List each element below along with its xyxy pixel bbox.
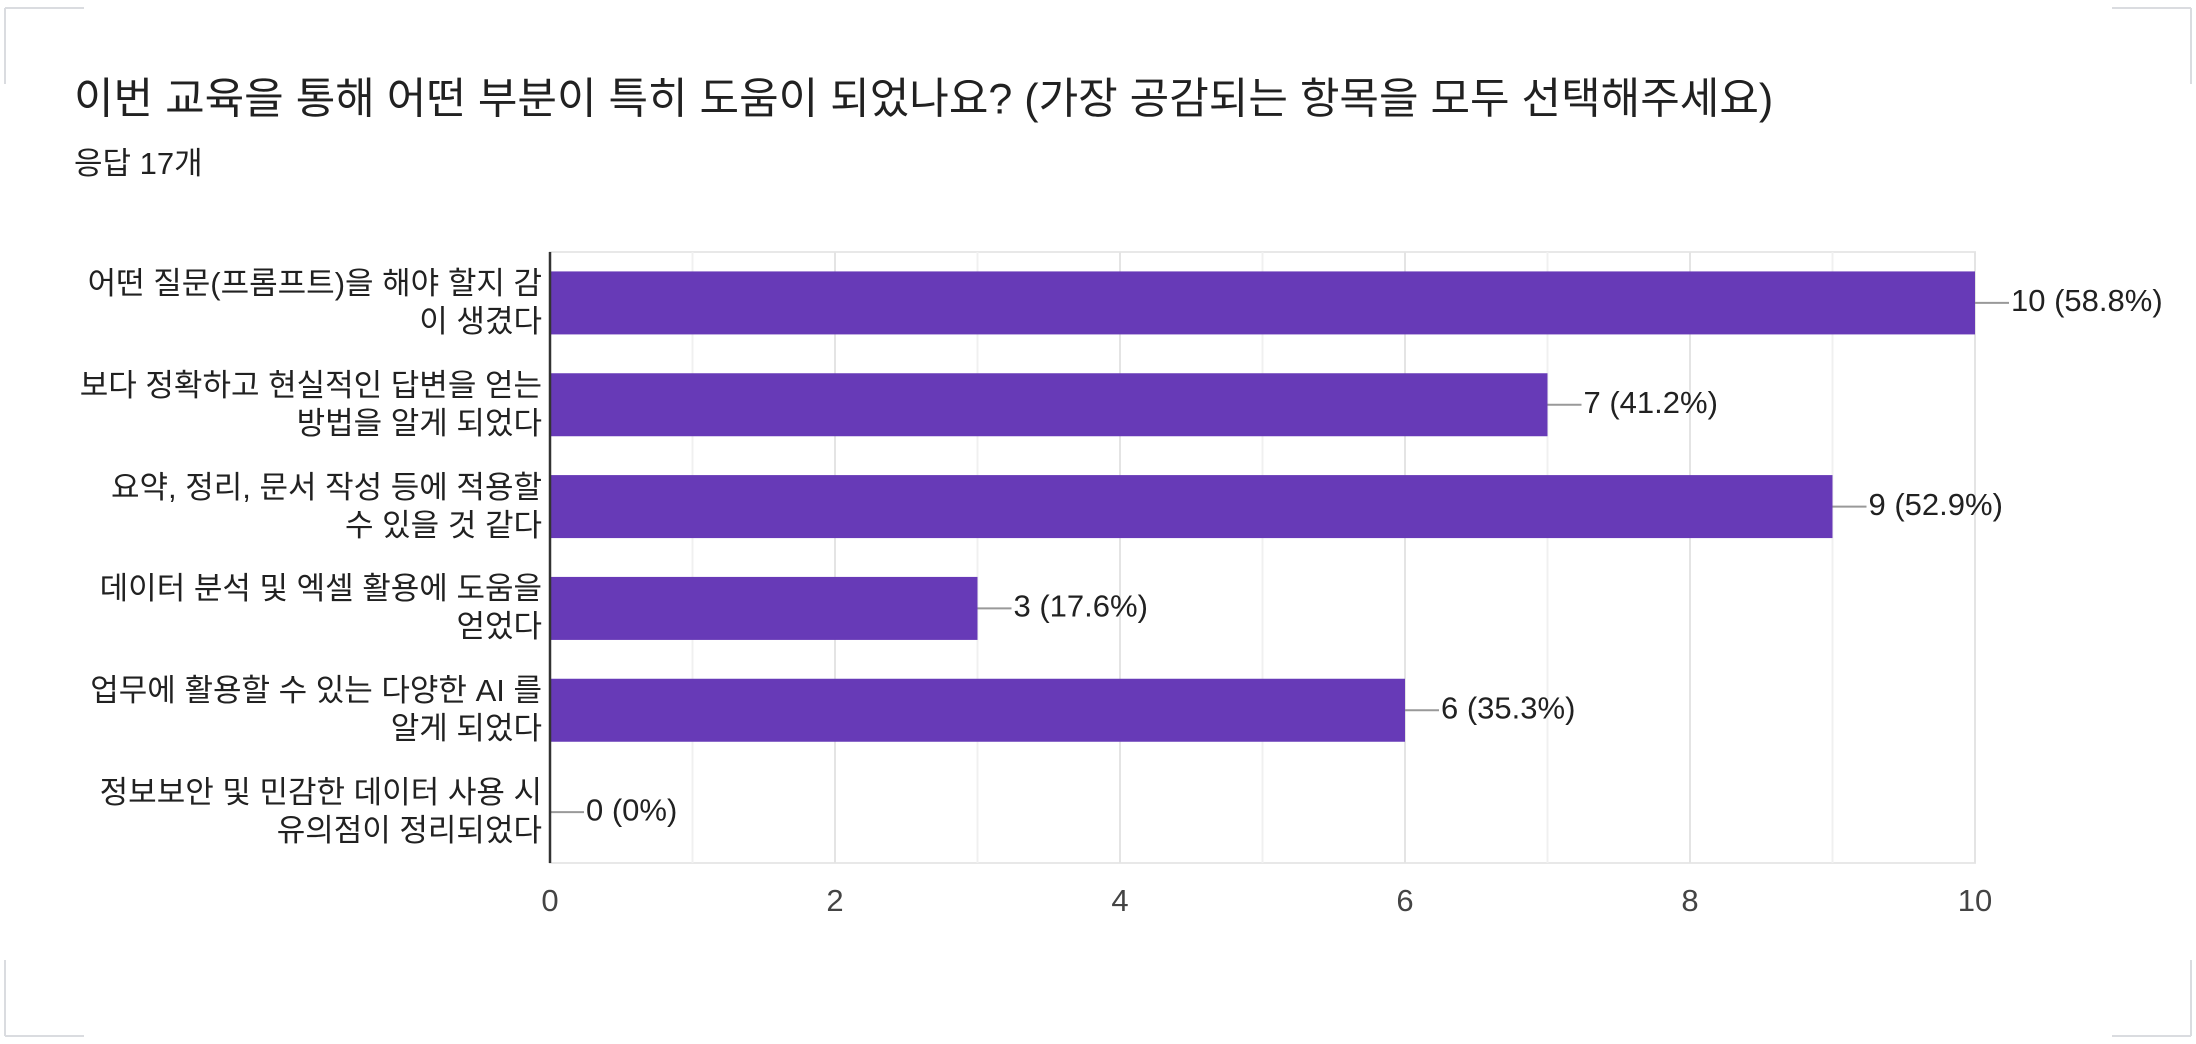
bar [550, 475, 1833, 539]
value-label: 3 (17.6%) [1014, 589, 1148, 624]
bar [550, 678, 1405, 742]
x-tick-label: 6 [1396, 883, 1413, 918]
y-tick-label: 업무에 활용할 수 있는 다양한 AI 를 알게 되었다 [90, 673, 542, 747]
bar [550, 576, 978, 640]
x-tick-label: 2 [826, 883, 843, 918]
bar [550, 271, 1975, 335]
value-label: 7 (41.2%) [1584, 385, 1718, 420]
value-label: 0 (0%) [586, 792, 677, 827]
chart-title: 이번 교육을 통해 어떤 부분이 특히 도움이 되었나요? (가장 공감되는 항… [74, 75, 1773, 123]
y-tick-label: 데이터 분석 및 엑셀 활용에 도움을 얻었다 [99, 571, 542, 645]
y-tick-label: 요약, 정리, 문서 작성 등에 적용할 수 있을 것 같다 [110, 469, 542, 543]
value-label: 6 (35.3%) [1441, 690, 1575, 725]
y-tick-label: 정보보안 및 민감한 데이터 사용 시 유의점이 정리되었다 [99, 775, 542, 849]
x-tick-label: 4 [1111, 883, 1128, 918]
corner-marks [4, 7, 2192, 1037]
x-tick-label: 10 [1958, 883, 1992, 918]
x-tick-label: 8 [1681, 883, 1698, 918]
chart-subtitle: 응답 17개 [74, 146, 203, 181]
y-tick-label: 어떤 질문(프롬프트)을 해야 할지 감 이 생겼다 [87, 265, 542, 339]
y-tick-label: 보다 정확하고 현실적인 답변을 얻는 방법을 알게 되었다 [79, 367, 542, 441]
x-tick-label: 0 [541, 883, 558, 918]
value-label: 9 (52.9%) [1869, 487, 2003, 522]
bar [550, 373, 1548, 437]
value-label: 10 (58.8%) [2011, 283, 2163, 318]
